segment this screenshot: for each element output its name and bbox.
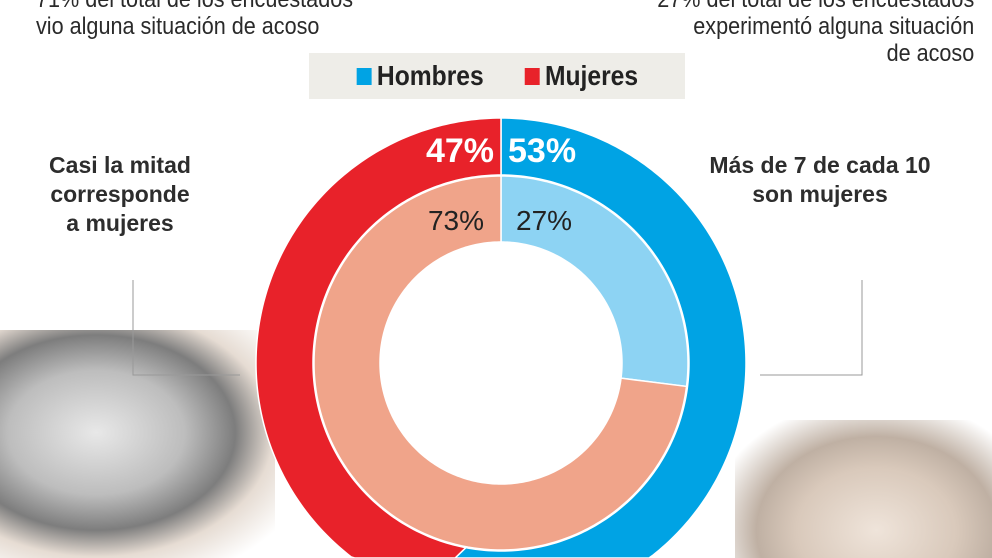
callout-line: Más de 7 de cada 10	[709, 152, 931, 178]
outer-label-mujeres: 47%	[426, 132, 494, 170]
legend-label: Hombres	[377, 60, 485, 91]
inner-label-hombres: 27%	[516, 205, 572, 236]
callout-line: Casi la mitad	[49, 152, 191, 178]
inner-slice-mujeres	[313, 175, 688, 551]
photo-hand-right	[735, 420, 992, 558]
callout-outer-ring: Casi la mitad corresponde a mujeres	[30, 151, 210, 238]
legend-item-mujeres: Mujeres	[524, 60, 638, 92]
legend-swatch-hombres	[357, 67, 373, 85]
leader-lines	[132, 280, 863, 376]
leader-line-right	[760, 280, 863, 376]
note-line: 71% del total de los encuestados	[36, 0, 353, 13]
inner-label-mujeres: 73%	[428, 205, 484, 236]
legend-swatch-mujeres	[524, 67, 540, 85]
note-line: experimentó alguna situación	[693, 13, 974, 40]
callout-line: son mujeres	[752, 181, 888, 207]
outer-label-hombres: 53%	[508, 132, 576, 170]
note-line: vio alguna situación de acoso	[36, 13, 320, 40]
legend-item-hombres: Hombres	[357, 60, 484, 92]
callout-inner-ring: Más de 7 de cada 10 son mujeres	[690, 151, 950, 209]
leader-line-left	[132, 280, 240, 376]
outer-slice-mujeres	[255, 117, 502, 558]
callout-line: a mujeres	[66, 210, 174, 236]
legend-label: Mujeres	[544, 60, 638, 91]
chart-legend: Hombres Mujeres	[309, 53, 685, 99]
note-line: 27% del total de los encuestados	[657, 0, 974, 13]
note-line: de acoso	[886, 40, 974, 67]
callout-line: corresponde	[50, 181, 190, 207]
note-experienced-harassment: 27% del total de los encuestados experim…	[657, 0, 974, 67]
photo-hands-left	[0, 330, 275, 558]
note-witnessed-harassment: 71% del total de los encuestados vio alg…	[36, 0, 353, 40]
